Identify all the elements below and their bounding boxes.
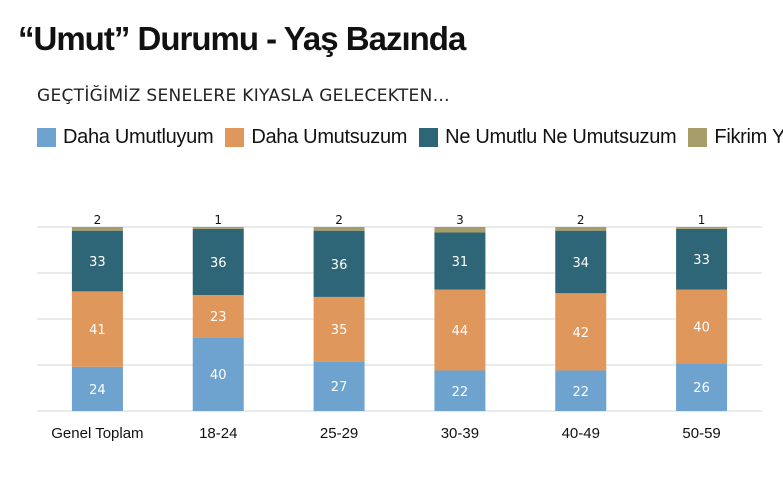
data-label: 40 (210, 368, 227, 383)
bar-segment (555, 227, 607, 231)
data-label: 44 (452, 324, 469, 339)
bar-segment (434, 370, 486, 411)
bar-segment (555, 230, 607, 294)
legend-label: Daha Umutluyum (63, 126, 214, 148)
bar-segment (192, 295, 244, 338)
bar-segment (676, 227, 728, 229)
data-label: 22 (452, 385, 469, 400)
bar-segment (434, 289, 486, 371)
bar-segment (555, 293, 607, 371)
data-label: 1 (698, 213, 706, 227)
bar-segment (313, 361, 365, 411)
data-label: 42 (572, 326, 589, 341)
bar-segment (434, 232, 486, 290)
data-label: 31 (452, 255, 469, 270)
legend-label: Fikrim Yok (714, 126, 783, 148)
bar-segment (434, 227, 486, 233)
category-label: Genel Toplam (51, 425, 143, 442)
category-label: 18-24 (199, 425, 237, 442)
bar-segment (676, 289, 728, 364)
bar-segment (676, 363, 728, 411)
bar-segment (676, 228, 728, 290)
data-label: 35 (331, 323, 348, 338)
bar-segment (313, 227, 365, 231)
legend-item: Daha Umutsuzum (225, 126, 407, 149)
bar-segment (192, 227, 244, 229)
data-label: 36 (210, 256, 227, 271)
chart-title: “Umut” Durumu - Yaş Bazında (18, 20, 466, 57)
category-label: 30-39 (441, 425, 479, 442)
data-label: 2 (335, 213, 343, 227)
data-label: 26 (693, 381, 710, 396)
legend-item: Fikrim Yok (688, 126, 783, 149)
bar-segment (71, 366, 123, 411)
data-label: 2 (577, 213, 585, 227)
legend-label: Ne Umutlu Ne Umutsuzum (445, 126, 677, 148)
legend-swatch (688, 128, 708, 147)
data-label: 27 (331, 380, 348, 395)
bar-segment (71, 230, 123, 292)
data-label: 1 (214, 213, 222, 227)
data-label: 2 (94, 213, 102, 227)
bar-segment (71, 227, 123, 231)
legend-swatch (37, 128, 56, 147)
data-label: 33 (89, 255, 106, 270)
legend: Daha Umutluyum Daha Umutsuzum Ne Umutlu … (37, 126, 783, 149)
bar-segment (313, 296, 365, 362)
data-label: 36 (331, 258, 348, 273)
bar-segment (192, 228, 244, 296)
bar-segment (192, 337, 244, 411)
data-label: 33 (693, 253, 710, 268)
data-label: 23 (210, 310, 227, 325)
chart-subtitle: GEÇTİĞİMİZ SENELERE KIYASLA GELECEKTEN… (37, 86, 450, 106)
data-label: 34 (572, 256, 589, 271)
bar-segment (313, 230, 365, 297)
legend-label: Daha Umutsuzum (251, 126, 408, 148)
bar-segment (71, 291, 123, 367)
bar-segment (555, 370, 607, 411)
data-label: 24 (89, 383, 106, 398)
data-label: 22 (572, 385, 589, 400)
legend-swatch (419, 128, 439, 147)
data-label: 3 (456, 213, 464, 227)
category-label: 50-59 (682, 425, 720, 442)
data-label: 41 (89, 323, 106, 338)
legend-swatch (225, 128, 245, 147)
legend-item: Daha Umutluyum (37, 126, 214, 149)
category-label: 25-29 (320, 425, 358, 442)
legend-item: Ne Umutlu Ne Umutsuzum (419, 126, 677, 149)
data-label: 40 (693, 320, 710, 335)
category-label: 40-49 (562, 425, 600, 442)
